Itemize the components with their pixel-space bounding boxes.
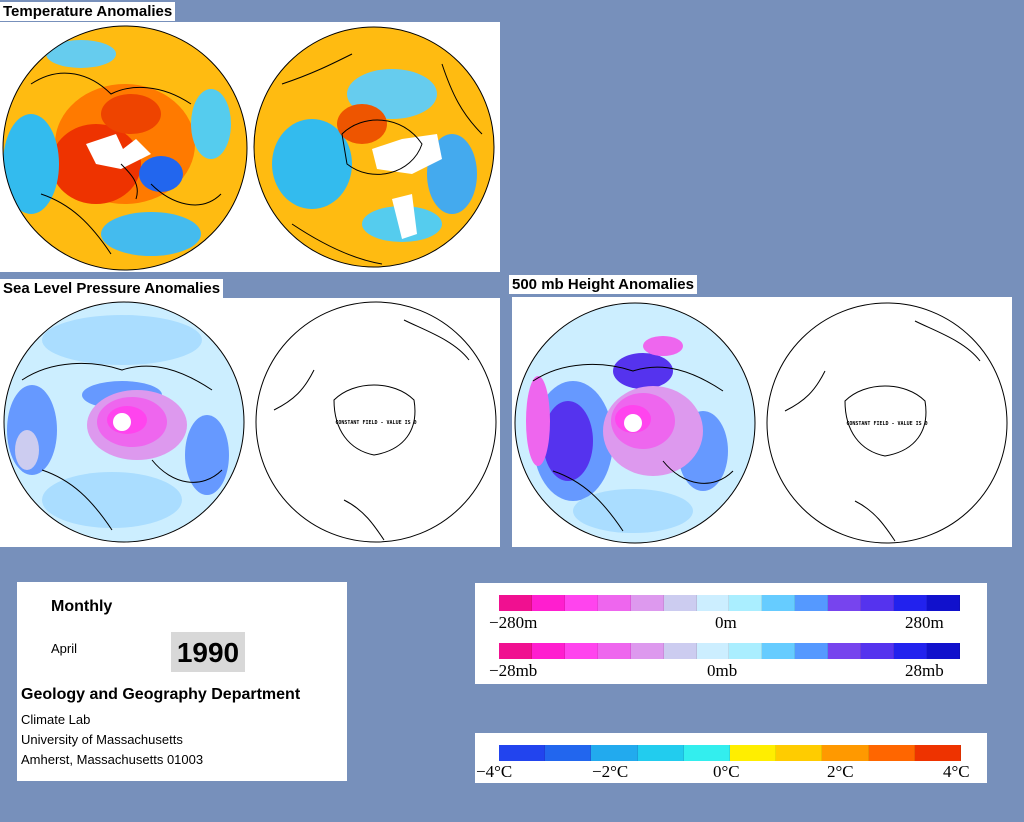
color-swatch <box>868 745 915 761</box>
temp-tick-4: 4°C <box>943 762 970 781</box>
lab-line: Climate Lab <box>21 712 91 727</box>
color-swatch <box>828 595 862 611</box>
color-swatch <box>499 643 532 659</box>
height-title: 500 mb Height Anomalies <box>509 275 697 294</box>
color-swatch <box>545 745 592 761</box>
pressure-min-label: −28mb <box>489 661 538 680</box>
temperature-title: Temperature Anomalies <box>0 2 176 21</box>
info-box: Monthly April 1990 Geology and Geography… <box>17 582 347 781</box>
height-mid-label: 0m <box>715 613 737 632</box>
height-south-hemisphere-map: CONSTANT FIELD - VALUE IS 0 <box>765 301 1009 545</box>
color-swatch <box>597 643 631 659</box>
pressure-max-label: 28mb <box>905 661 944 680</box>
color-swatch <box>696 643 730 659</box>
height-min-label: −280m <box>489 613 538 632</box>
height-max-label: 280m <box>905 613 944 632</box>
color-swatch <box>730 745 777 761</box>
temperature-north-hemisphere-map <box>1 24 249 272</box>
color-swatch <box>729 643 763 659</box>
color-swatch <box>499 745 546 761</box>
year-label: 1990 <box>171 632 245 672</box>
pressure-color-bar <box>499 643 960 659</box>
color-swatch <box>914 745 962 761</box>
height-south-constant-field-note: CONSTANT FIELD - VALUE IS 0 <box>846 421 927 427</box>
color-swatch <box>531 595 565 611</box>
month-label: April <box>51 641 78 656</box>
color-swatch <box>894 643 927 659</box>
color-swatch <box>926 643 960 659</box>
color-swatch <box>531 643 565 659</box>
color-swatch <box>795 643 829 659</box>
temp-tick-minus2: −2°C <box>592 762 629 781</box>
department-label: Geology and Geography Department <box>21 686 301 703</box>
color-swatch <box>861 595 895 611</box>
temperature-legend: −4°C −2°C 0°C 2°C 4°C <box>475 733 987 783</box>
address-line: Amherst, Massachusetts 01003 <box>21 752 204 767</box>
color-swatch <box>696 595 730 611</box>
temperature-color-bar <box>499 745 962 761</box>
university-line: University of Massachusetts <box>21 732 183 747</box>
height-north-hemisphere-map <box>513 301 757 545</box>
color-swatch <box>564 643 598 659</box>
color-swatch <box>795 595 829 611</box>
height-color-bar <box>499 595 960 611</box>
color-swatch <box>762 595 796 611</box>
color-swatch <box>828 643 862 659</box>
color-swatch <box>926 595 960 611</box>
temp-tick-2: 2°C <box>827 762 854 781</box>
color-swatch <box>861 643 895 659</box>
color-swatch <box>591 745 638 761</box>
anomaly-legend: −280m 0m 280m −28mb 0mb 28mb <box>475 583 987 684</box>
temp-tick-minus4: −4°C <box>476 762 513 781</box>
color-swatch <box>637 745 684 761</box>
color-swatch <box>683 745 731 761</box>
slp-south-constant-field-note: CONSTANT FIELD - VALUE IS 0 <box>335 420 416 426</box>
color-swatch <box>630 595 664 611</box>
color-swatch <box>499 595 532 611</box>
temp-tick-0: 0°C <box>713 762 740 781</box>
color-swatch <box>729 595 763 611</box>
temperature-south-hemisphere-map <box>252 24 496 270</box>
slp-north-hemisphere-map <box>2 300 246 544</box>
slp-title: Sea Level Pressure Anomalies <box>0 279 224 298</box>
color-swatch <box>564 595 598 611</box>
period-label: Monthly <box>51 598 113 615</box>
color-swatch <box>630 643 664 659</box>
color-swatch <box>663 595 697 611</box>
color-swatch <box>762 643 796 659</box>
color-swatch <box>597 595 631 611</box>
pressure-mid-label: 0mb <box>707 661 738 680</box>
color-swatch <box>776 745 823 761</box>
color-swatch <box>822 745 869 761</box>
slp-south-hemisphere-map: CONSTANT FIELD - VALUE IS 0 <box>254 300 498 544</box>
color-swatch <box>894 595 927 611</box>
color-swatch <box>663 643 697 659</box>
